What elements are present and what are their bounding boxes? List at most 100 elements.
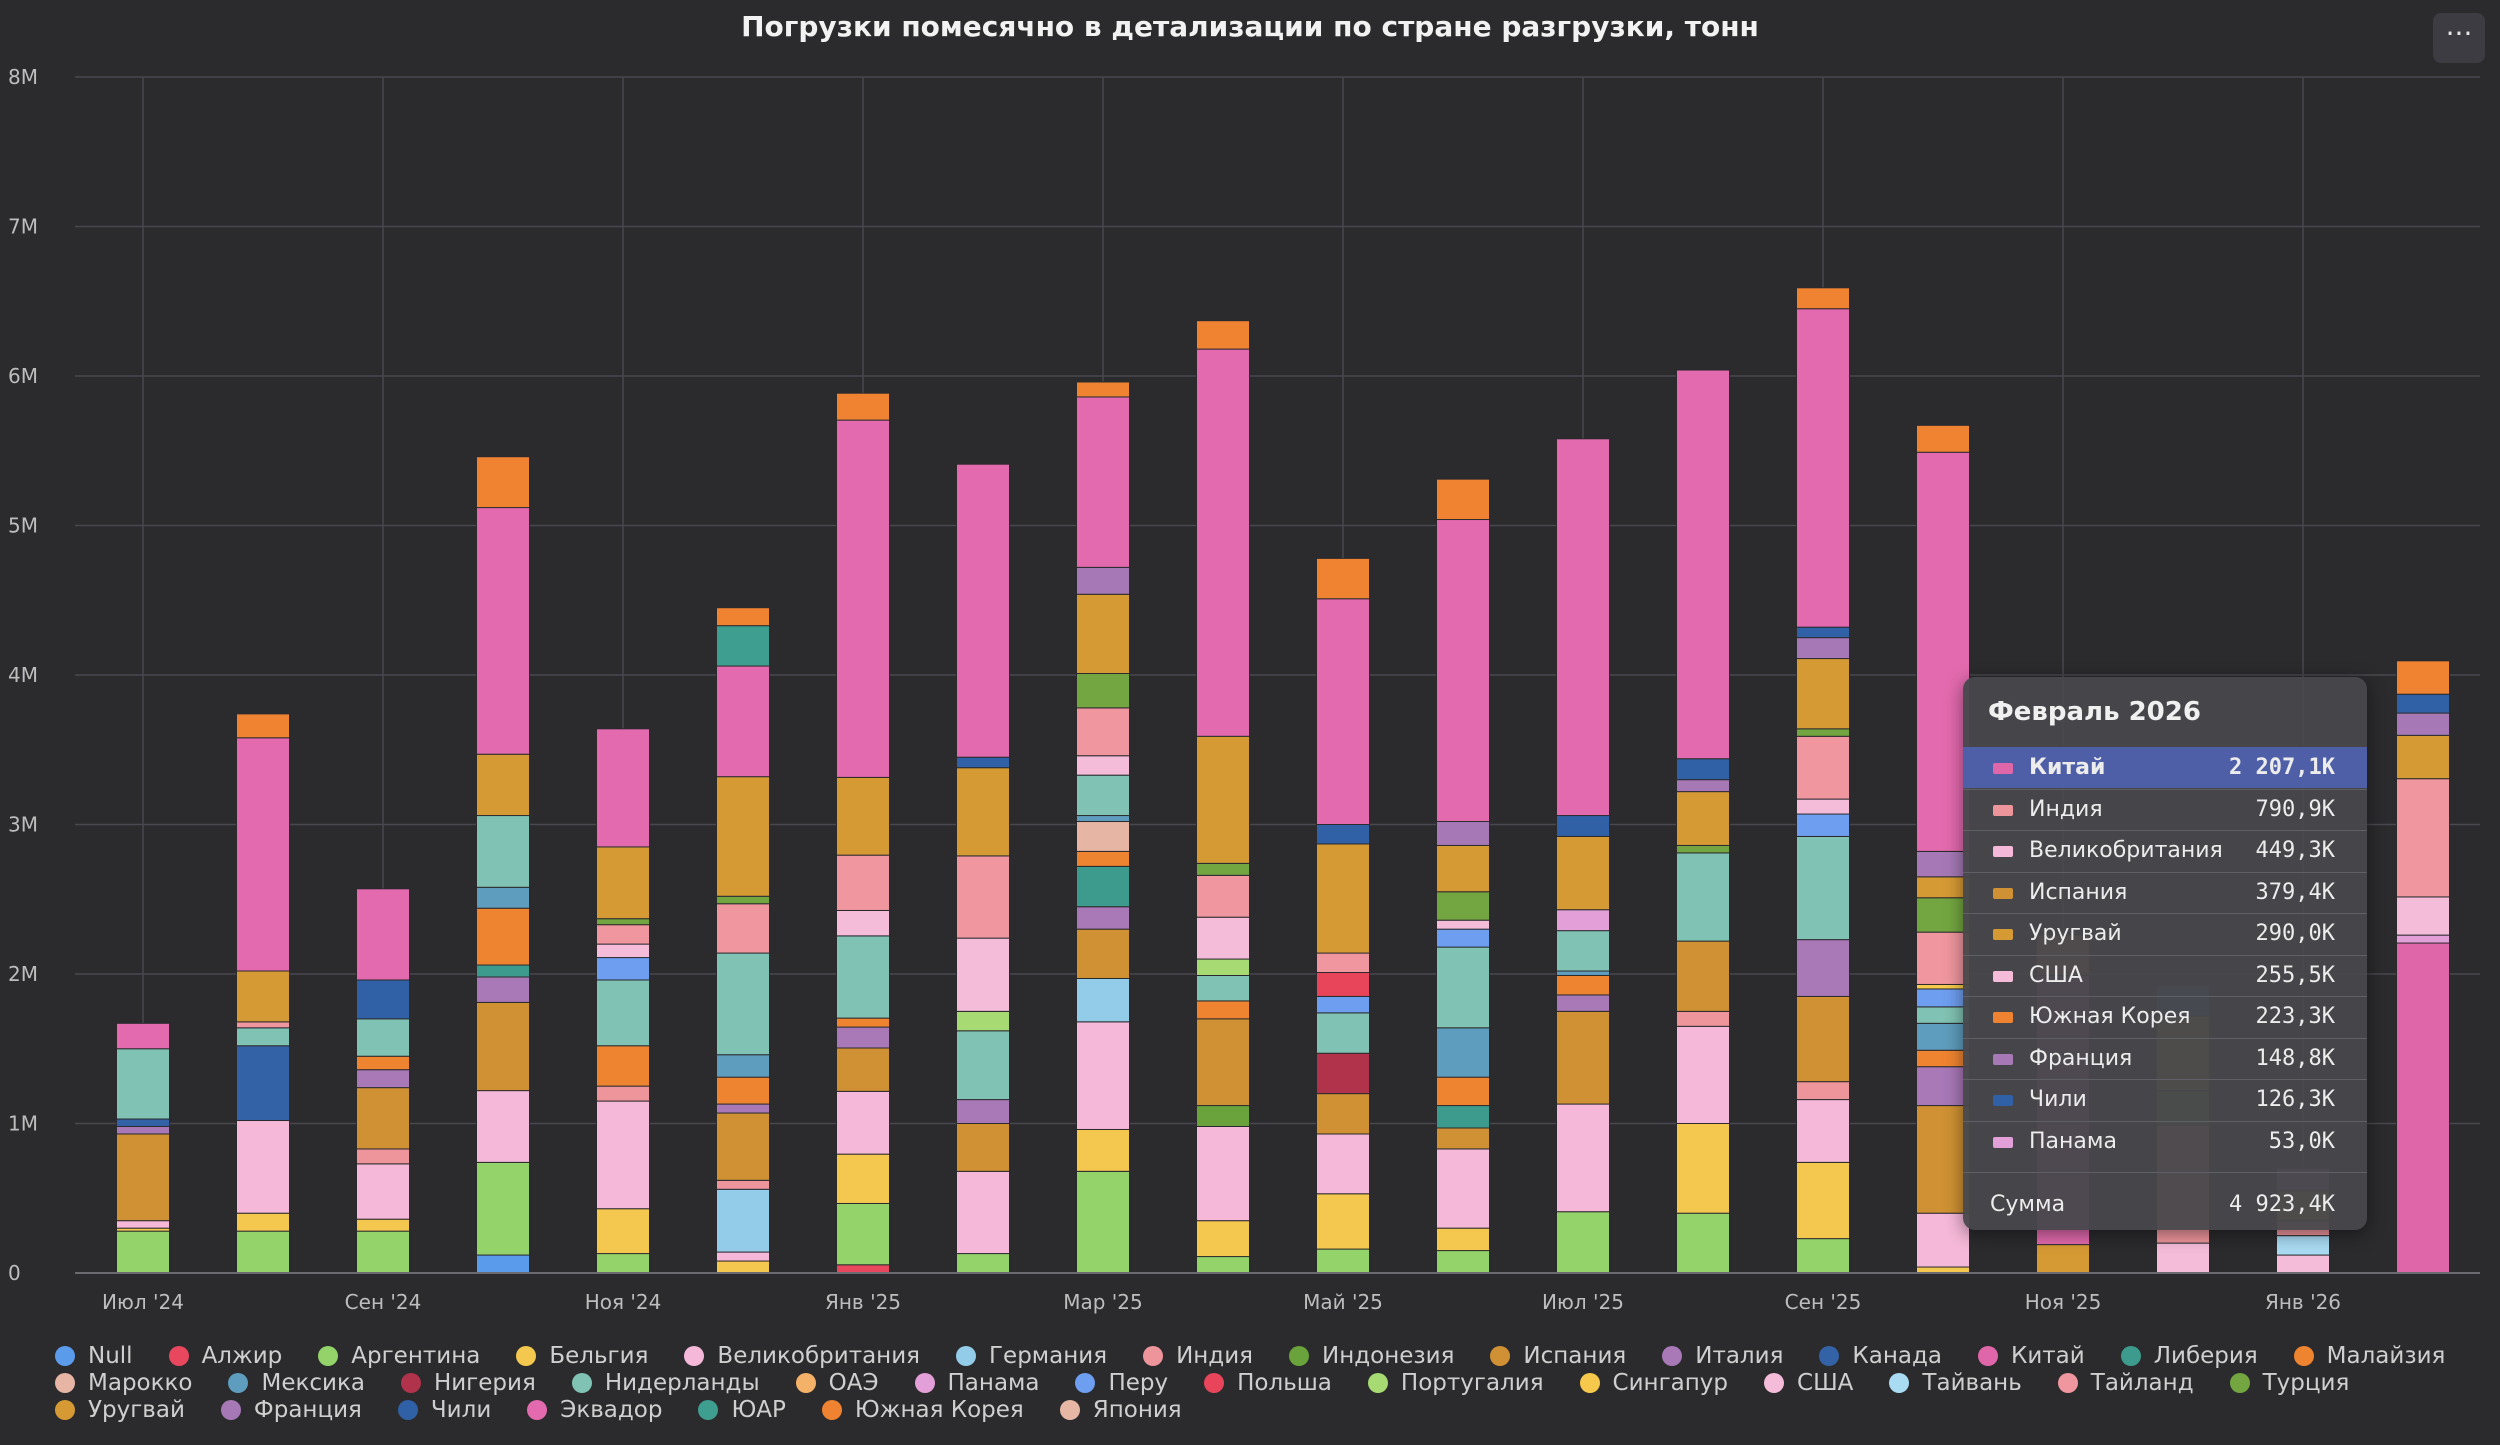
bar-segment[interactable]: [956, 1123, 1010, 1172]
bar-segment[interactable]: [1316, 1093, 1370, 1135]
bar-segment[interactable]: [596, 943, 650, 959]
bar-segment[interactable]: [1076, 774, 1130, 817]
legend-item[interactable]: Тайвань: [1889, 1370, 2022, 1397]
bar-segment[interactable]: [1676, 791, 1730, 846]
bar-segment[interactable]: [236, 1230, 290, 1274]
bar-segment[interactable]: [1316, 1248, 1370, 1274]
bar-segment[interactable]: [1076, 977, 1130, 1023]
bar-segment[interactable]: [476, 456, 530, 509]
bar-segment[interactable]: [836, 1153, 890, 1204]
legend-item[interactable]: Панама: [914, 1370, 1039, 1397]
legend-item[interactable]: ЮАР: [698, 1397, 786, 1424]
bar-segment[interactable]: [1196, 348, 1250, 737]
legend-item[interactable]: Нидерланды: [571, 1370, 760, 1397]
bar-segment[interactable]: [1796, 995, 1850, 1083]
bar-segment[interactable]: [956, 1099, 1010, 1124]
bar-segment[interactable]: [1076, 593, 1130, 675]
bar-segment[interactable]: [1076, 673, 1130, 709]
bar-segment[interactable]: [1796, 813, 1850, 837]
legend-item[interactable]: Уругвай: [55, 1397, 185, 1424]
bar-segment[interactable]: [1796, 939, 1850, 997]
bar-segment[interactable]: [116, 1118, 170, 1127]
bar-segment[interactable]: [956, 937, 1010, 1012]
bar-segment[interactable]: [1916, 1212, 1970, 1268]
bar-segment[interactable]: [476, 1090, 530, 1163]
bar-segment[interactable]: [476, 1254, 530, 1274]
bar-segment[interactable]: [1676, 844, 1730, 854]
bar-segment[interactable]: [1436, 1250, 1490, 1274]
legend-item[interactable]: США: [1764, 1370, 1853, 1397]
bar-segment[interactable]: [1436, 1227, 1490, 1252]
bar-segment[interactable]: [476, 1001, 530, 1092]
bar-segment[interactable]: [236, 737, 290, 972]
bar-segment[interactable]: [2396, 942, 2450, 1274]
bar-segment[interactable]: [2396, 934, 2450, 944]
bar-segment[interactable]: [1556, 1103, 1610, 1213]
bar-segment[interactable]: [356, 1087, 410, 1150]
legend-item[interactable]: Турция: [2229, 1370, 2349, 1397]
bar-segment[interactable]: [1316, 952, 1370, 974]
bar-segment[interactable]: [476, 964, 530, 978]
bar-segment[interactable]: [1676, 369, 1730, 760]
bar-segment[interactable]: [1676, 852, 1730, 942]
legend-item[interactable]: Марокко: [55, 1370, 192, 1397]
legend-item[interactable]: Эквадор: [527, 1397, 662, 1424]
bar-segment[interactable]: [356, 1018, 410, 1057]
bar-segment[interactable]: [1196, 874, 1250, 918]
bar-segment[interactable]: [1556, 909, 1610, 932]
bar-segment[interactable]: [1916, 1049, 1970, 1068]
bar-segment[interactable]: [1076, 1170, 1130, 1274]
bar-segment[interactable]: [836, 1047, 890, 1092]
bar-segment[interactable]: [1436, 1148, 1490, 1229]
bar-segment[interactable]: [476, 886, 530, 909]
chart-menu-button[interactable]: ···: [2433, 13, 2485, 63]
legend-item[interactable]: Чили: [397, 1397, 491, 1424]
bar-segment[interactable]: [1196, 1125, 1250, 1222]
bar-segment[interactable]: [716, 607, 770, 627]
bar-segment[interactable]: [2276, 1235, 2330, 1256]
bar-segment[interactable]: [836, 1090, 890, 1155]
legend-item[interactable]: Бельгия: [516, 1343, 648, 1370]
bar-segment[interactable]: [1076, 850, 1130, 867]
bar-segment[interactable]: [596, 728, 650, 848]
bar-segment[interactable]: [1676, 1010, 1730, 1027]
bar-segment[interactable]: [236, 1212, 290, 1232]
bar-segment[interactable]: [236, 970, 290, 1023]
bar-segment[interactable]: [1196, 1018, 1250, 1107]
bar-segment[interactable]: [236, 1120, 290, 1214]
legend-item[interactable]: Малайзия: [2293, 1343, 2445, 1370]
bar-segment[interactable]: [356, 1148, 410, 1165]
bar-segment[interactable]: [1796, 1099, 1850, 1163]
bar-segment[interactable]: [1676, 758, 1730, 781]
bar-segment[interactable]: [1076, 928, 1130, 979]
bar-segment[interactable]: [1316, 995, 1370, 1014]
bar-segment[interactable]: [1916, 897, 1970, 933]
bar-segment[interactable]: [1916, 1022, 1970, 1051]
bar-segment[interactable]: [356, 979, 410, 1020]
bar-segment[interactable]: [596, 846, 650, 920]
bar-segment[interactable]: [1316, 824, 1370, 845]
bar-segment[interactable]: [116, 1048, 170, 1120]
bar-segment[interactable]: [1316, 557, 1370, 600]
bar-segment[interactable]: [236, 1027, 290, 1047]
legend-item[interactable]: Тайланд: [2057, 1370, 2194, 1397]
bar-segment[interactable]: [1196, 735, 1250, 864]
bar-segment[interactable]: [1436, 891, 1490, 921]
bar-segment[interactable]: [2396, 734, 2450, 780]
legend-item[interactable]: Китай: [1977, 1343, 2085, 1370]
bar-segment[interactable]: [1556, 970, 1610, 976]
bar-segment[interactable]: [116, 1133, 170, 1222]
bar-segment[interactable]: [1796, 637, 1850, 660]
bar-segment[interactable]: [596, 1253, 650, 1274]
bar-segment[interactable]: [1916, 1006, 1970, 1024]
bar-segment[interactable]: [1916, 1105, 1970, 1214]
bar-segment[interactable]: [1796, 798, 1850, 815]
bar-segment[interactable]: [956, 1253, 1010, 1274]
bar-segment[interactable]: [1796, 1238, 1850, 1274]
bar-segment[interactable]: [596, 924, 650, 945]
bar-segment[interactable]: [356, 888, 410, 981]
bar-segment[interactable]: [1676, 1123, 1730, 1214]
legend-item[interactable]: Испания: [1490, 1343, 1626, 1370]
bar-segment[interactable]: [1796, 728, 1850, 737]
bar-segment[interactable]: [1436, 928, 1490, 948]
